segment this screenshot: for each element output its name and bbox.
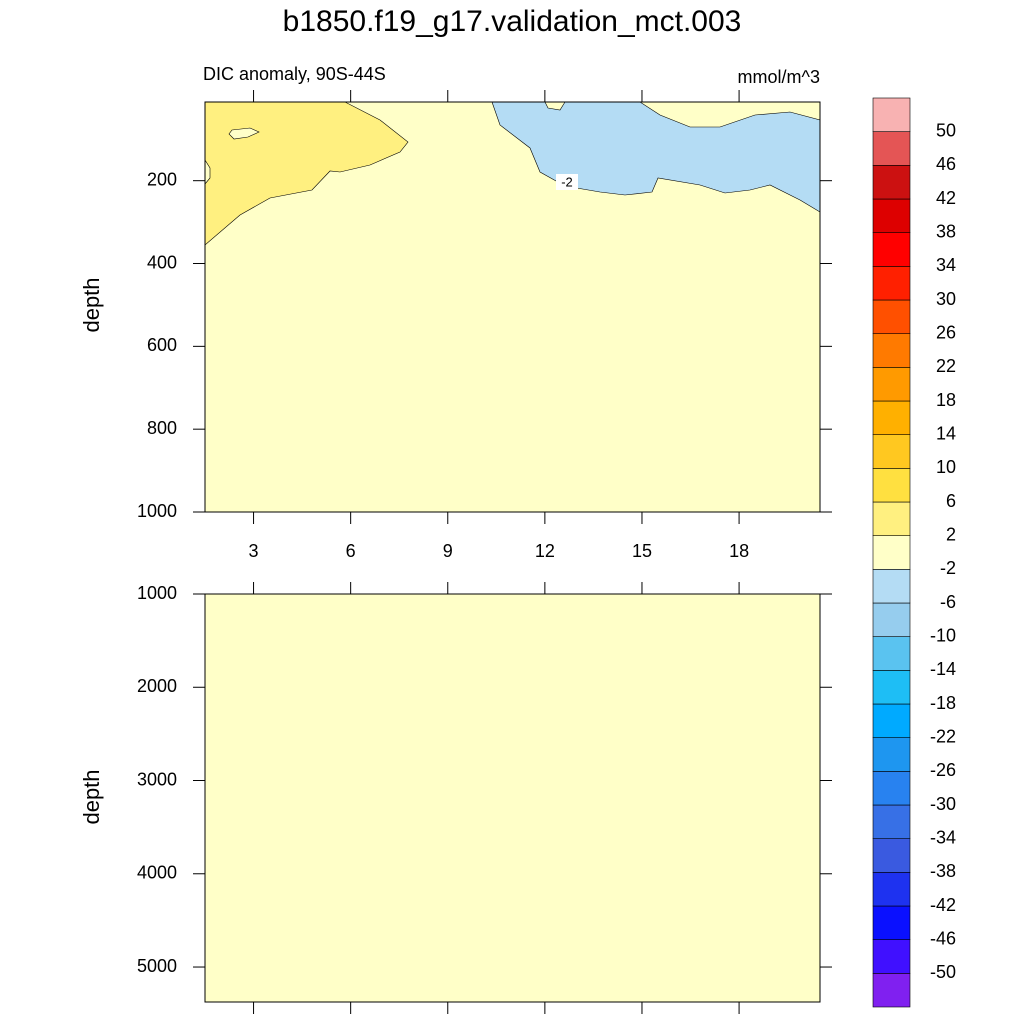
colorbar-label: -30 — [930, 794, 956, 814]
colorbar-label: -34 — [930, 827, 956, 847]
colorbar-label: -42 — [930, 895, 956, 915]
colorbar-box — [872, 299, 911, 334]
y-tick-label: 800 — [147, 418, 177, 438]
colorbar-label: 2 — [946, 524, 956, 544]
contour-label: -2 — [561, 174, 573, 189]
colorbar-label: 10 — [936, 457, 956, 477]
colorbar-label: -26 — [930, 760, 956, 780]
y-tick-label: 3000 — [137, 769, 177, 789]
colorbar-box — [872, 838, 911, 873]
colorbar-label: -38 — [930, 861, 956, 881]
colorbar-box — [872, 973, 911, 1008]
colorbar-label: -6 — [940, 592, 956, 612]
colorbar-box — [872, 804, 911, 839]
colorbar-box — [872, 266, 911, 301]
colorbar-box — [872, 670, 911, 705]
colorbar-box — [872, 535, 911, 570]
x-tick-label: 6 — [346, 541, 356, 561]
y-tick-label: 1000 — [137, 583, 177, 603]
colorbar-box — [872, 198, 911, 233]
colorbar-box — [872, 434, 911, 469]
colorbar-box — [872, 131, 911, 166]
y-tick-label: 5000 — [137, 956, 177, 976]
colorbar-label: -2 — [940, 558, 956, 578]
colorbar-label: 34 — [936, 255, 956, 275]
colorbar-label: 30 — [936, 289, 956, 309]
chart-title: b1850.f19_g17.validation_mct.003 — [283, 5, 742, 38]
colorbar-box — [872, 569, 911, 604]
colorbar-box — [872, 333, 911, 368]
colorbar-label: 18 — [936, 390, 956, 410]
colorbar-box — [872, 501, 911, 536]
plot-frame — [204, 593, 821, 1003]
colorbar-label: 38 — [936, 221, 956, 241]
colorbar-label: 14 — [936, 423, 956, 443]
colorbar-label: -10 — [930, 625, 956, 645]
y-axis-label: depth — [79, 769, 104, 824]
colorbar-box — [872, 771, 911, 806]
colorbar-label: 26 — [936, 322, 956, 342]
contour-fill — [228, 127, 260, 140]
y-axis-label: depth — [79, 277, 104, 332]
y-tick-label: 600 — [147, 335, 177, 355]
x-tick-label: 15 — [632, 541, 652, 561]
x-tick-label: 12 — [535, 541, 555, 561]
colorbar-label: -50 — [930, 962, 956, 982]
colorbar-label: 6 — [946, 491, 956, 511]
colorbar-box — [872, 636, 911, 671]
colorbar-label: -22 — [930, 726, 956, 746]
x-tick-label: 18 — [729, 541, 749, 561]
colorbar-box — [872, 872, 911, 907]
colorbar-box — [872, 232, 911, 267]
contour-fill — [205, 594, 820, 1002]
contour-label-bg — [556, 174, 578, 190]
y-tick-label: 2000 — [137, 676, 177, 696]
y-tick-label: 4000 — [137, 863, 177, 883]
x-tick-label: 9 — [443, 541, 453, 561]
colorbar-box — [872, 367, 911, 402]
colorbar-label: 50 — [936, 120, 956, 140]
colorbar-label: -14 — [930, 659, 956, 679]
colorbar-label: -18 — [930, 693, 956, 713]
colorbar-box — [872, 400, 911, 435]
colorbar-label: 22 — [936, 356, 956, 376]
colorbar-box — [872, 468, 911, 503]
colorbar-box — [872, 703, 911, 738]
subtitle-right: mmol/m^3 — [738, 67, 820, 87]
colorbar-label: 46 — [936, 154, 956, 174]
colorbar-box — [872, 602, 911, 637]
colorbar-box — [872, 939, 911, 974]
y-tick-label: 200 — [147, 169, 177, 189]
plot-frame — [204, 101, 821, 513]
contour-fill — [204, 101, 409, 246]
colorbar-box — [872, 97, 911, 132]
x-tick-label: 3 — [249, 541, 259, 561]
subtitle-left: DIC anomaly, 90S-44S — [203, 64, 386, 84]
colorbar-label: -46 — [930, 928, 956, 948]
colorbar-label: 42 — [936, 188, 956, 208]
y-tick-label: 400 — [147, 252, 177, 272]
y-tick-label: 1000 — [137, 501, 177, 521]
colorbar-box — [872, 737, 911, 772]
colorbar-box — [872, 905, 911, 940]
colorbar-box — [872, 165, 911, 200]
